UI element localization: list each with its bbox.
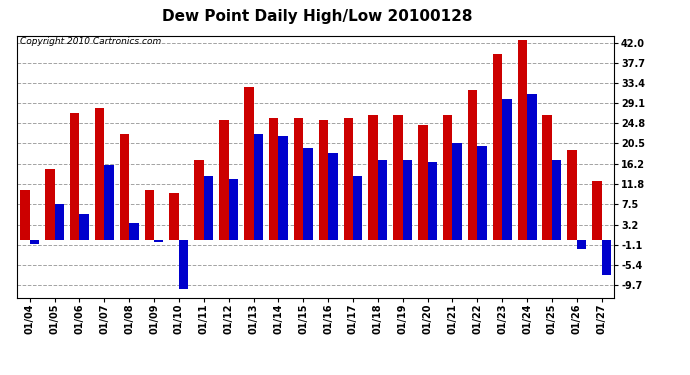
Bar — [353, 176, 362, 240]
Text: Dew Point Daily High/Low 20100128: Dew Point Daily High/Low 20100128 — [162, 9, 473, 24]
Bar — [170, 193, 179, 240]
Bar — [195, 160, 204, 240]
Bar — [70, 113, 79, 240]
Bar — [244, 87, 253, 240]
Bar — [527, 94, 537, 240]
Bar — [477, 146, 486, 240]
Bar — [30, 240, 39, 244]
Text: Copyright 2010 Cartronics.com: Copyright 2010 Cartronics.com — [20, 37, 161, 46]
Bar — [418, 125, 428, 240]
Bar — [577, 240, 586, 249]
Bar — [443, 116, 453, 240]
Bar — [55, 204, 64, 240]
Bar — [104, 165, 114, 240]
Bar — [253, 134, 263, 240]
Bar — [403, 160, 412, 240]
Bar — [129, 223, 139, 240]
Bar — [303, 148, 313, 240]
Bar — [154, 240, 164, 242]
Bar — [145, 190, 154, 240]
Bar — [428, 162, 437, 240]
Bar — [368, 116, 378, 240]
Bar — [278, 136, 288, 240]
Bar — [592, 181, 602, 240]
Bar — [493, 54, 502, 240]
Bar — [228, 178, 238, 240]
Bar — [269, 118, 278, 240]
Bar — [602, 240, 611, 274]
Bar — [119, 134, 129, 240]
Bar — [393, 116, 403, 240]
Bar — [542, 116, 552, 240]
Bar — [453, 144, 462, 240]
Bar — [95, 108, 104, 240]
Bar — [294, 118, 303, 240]
Bar — [344, 118, 353, 240]
Bar — [79, 214, 89, 240]
Bar — [552, 160, 562, 240]
Bar — [567, 150, 577, 240]
Bar — [518, 40, 527, 240]
Bar — [45, 169, 55, 240]
Bar — [204, 176, 213, 240]
Bar — [179, 240, 188, 289]
Bar — [219, 120, 228, 240]
Bar — [319, 120, 328, 240]
Bar — [20, 190, 30, 240]
Bar — [378, 160, 387, 240]
Bar — [468, 90, 477, 240]
Bar — [502, 99, 512, 240]
Bar — [328, 153, 337, 240]
